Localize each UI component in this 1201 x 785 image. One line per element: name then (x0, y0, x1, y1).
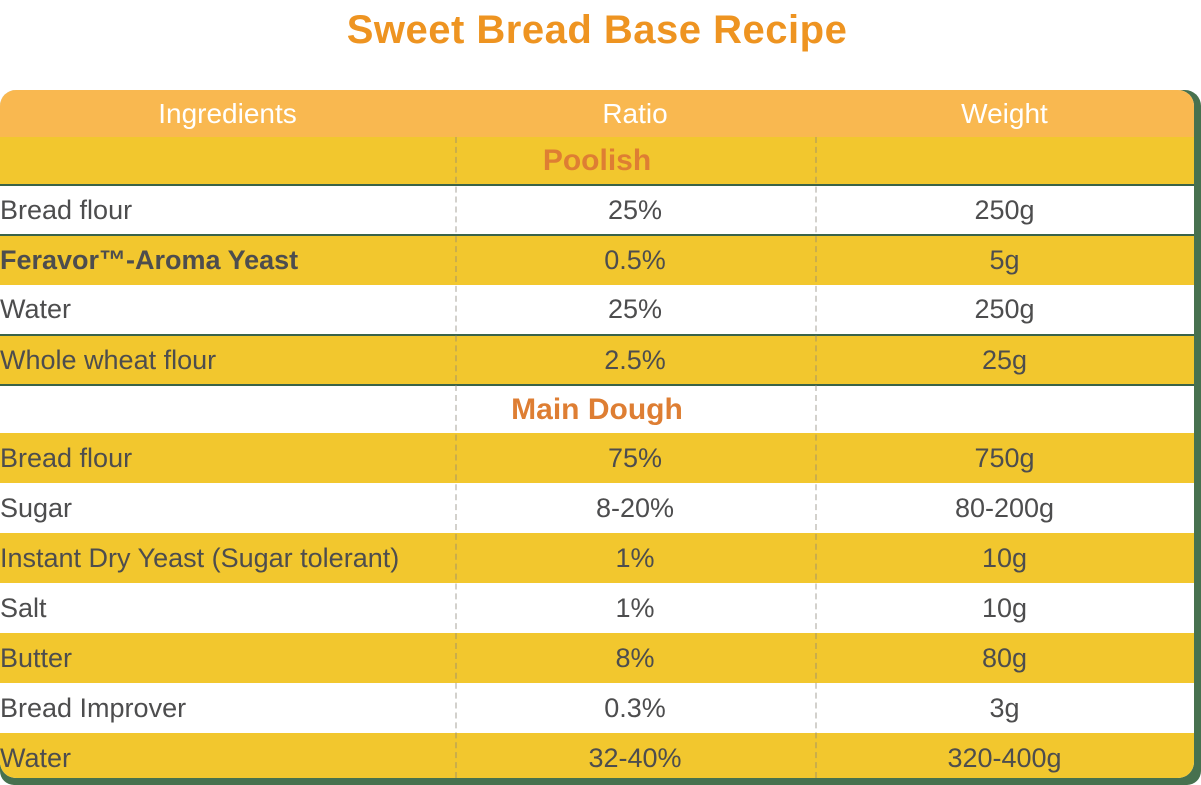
recipe-table: Ingredients Ratio Weight Poolish Bread flour… (0, 90, 1194, 778)
ratio-cell: 25% (455, 285, 815, 336)
ingredient-cell: Water (0, 742, 72, 773)
ingredient-cell: Bread Improver (0, 692, 187, 723)
column-header-ingredients: Ingredients (158, 97, 297, 129)
ratio-cell: 0.3% (604, 692, 666, 723)
weight-cell: 320-400g (947, 742, 1062, 773)
table-row: Bread flour 25% 250g (0, 185, 1194, 236)
ingredient-cell: Instant Dry Yeast (Sugar tolerant) (0, 542, 400, 573)
page-title: Sweet Bread Base Recipe (346, 8, 848, 52)
ingredient-cell: Sugar (0, 492, 73, 523)
table-row: Salt 1% 10g (0, 583, 1194, 633)
table-header-row: Ingredients Ratio Weight (0, 90, 1194, 137)
ratio-cell: 75% (607, 442, 663, 473)
table-row: Bread Improver 0.3% 3g (0, 683, 1194, 733)
weight-cell: 5g (989, 245, 1020, 275)
recipe-ingredient-table: Ingredients Ratio Weight Poolish Bread flour… (0, 90, 1194, 778)
weight-cell: 750g (974, 442, 1035, 473)
table-green-backdrop: Ingredients Ratio Weight Poolish Bread flour… (0, 90, 1201, 785)
table-row: Sugar 8-20% 80-200g (0, 483, 1194, 533)
section-label: Main Dough (511, 392, 683, 426)
ingredient-cell: Whole wheat flour (0, 335, 455, 386)
section-row-poolish: Poolish (0, 137, 1194, 186)
weight-cell: 10g (981, 542, 1028, 573)
ingredient-cell: Feravor™-Aroma Yeast (0, 245, 299, 275)
ratio-cell: 8% (615, 642, 655, 673)
table-row: Water 25% 250g (0, 285, 1194, 336)
table-row: Water 32-40% 320-400g (0, 733, 1194, 778)
ratio-cell: 0.5% (604, 245, 666, 275)
ratio-cell: 25% (455, 185, 815, 236)
table-row: Instant Dry Yeast (Sugar tolerant) 1% 10g (0, 533, 1194, 583)
ratio-cell: 32-40% (588, 742, 682, 773)
ingredient-cell: Butter (0, 642, 73, 673)
weight-cell: 250g (815, 185, 1194, 236)
ingredient-cell: Water (0, 285, 455, 336)
ratio-cell: 8-20% (595, 492, 675, 523)
table-row: Whole wheat flour 2.5% 25g (0, 335, 1194, 386)
weight-cell: 25g (815, 335, 1194, 386)
ratio-cell: 2.5% (455, 335, 815, 386)
weight-cell: 3g (989, 692, 1020, 723)
ingredient-cell: Bread flour (0, 442, 133, 473)
table-row: Feravor™-Aroma Yeast 0.5% 5g (0, 235, 1194, 285)
weight-cell: 80-200g (954, 492, 1055, 523)
weight-cell: 10g (981, 592, 1028, 623)
table-row: Butter 8% 80g (0, 633, 1194, 683)
column-header-ratio: Ratio (602, 97, 668, 129)
ingredient-cell: Salt (0, 592, 47, 623)
section-label: Poolish (0, 137, 1194, 186)
weight-cell: 80g (981, 642, 1028, 673)
weight-cell: 250g (815, 285, 1194, 336)
section-row-main-dough: Main Dough (0, 385, 1194, 433)
table-row: Bread flour 75% 750g (0, 433, 1194, 483)
ingredient-cell: Bread flour (0, 185, 455, 236)
column-header-weight: Weight (961, 97, 1048, 129)
ratio-cell: 1% (615, 592, 655, 623)
ratio-cell: 1% (615, 542, 655, 573)
